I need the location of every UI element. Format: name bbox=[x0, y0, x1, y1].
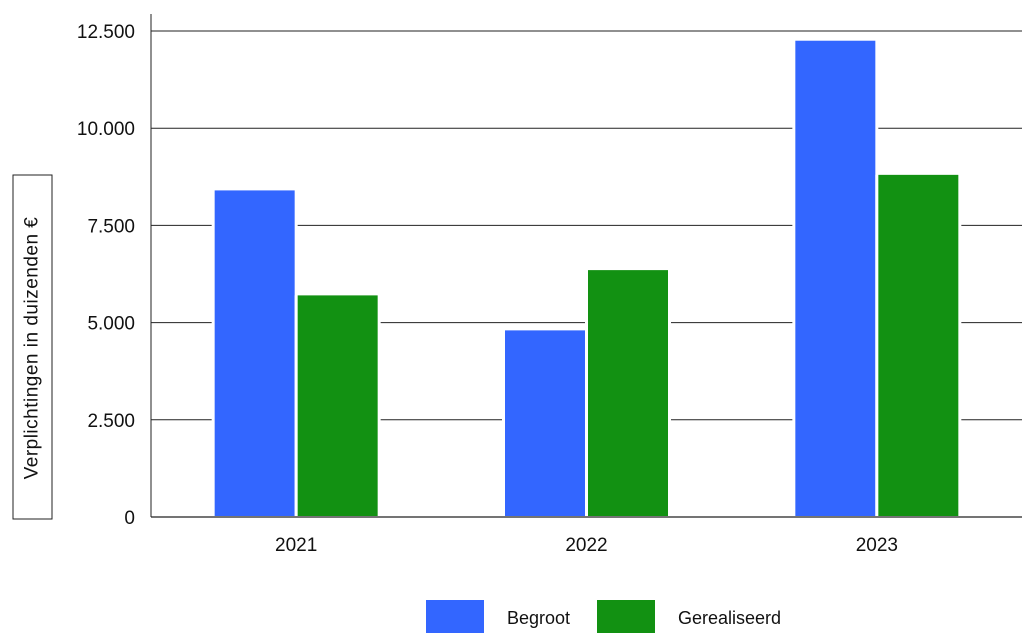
x-tick-label: 2023 bbox=[856, 535, 898, 556]
legend-label-gerealiseerd: Gerealiseerd bbox=[678, 608, 781, 628]
y-tick-label: 5.000 bbox=[87, 314, 135, 335]
bar-begroot-2021 bbox=[214, 190, 295, 516]
x-tick-label: 2022 bbox=[565, 535, 607, 556]
y-tick-label: 2.500 bbox=[87, 411, 135, 432]
y-tick-label: 12.500 bbox=[77, 22, 135, 43]
y-axis-label-box: Verplichtingen in duizenden € bbox=[12, 174, 53, 520]
legend-swatch-begroot bbox=[426, 600, 484, 633]
y-tick-label: 10.000 bbox=[77, 119, 135, 140]
x-tick-label: 2021 bbox=[275, 535, 317, 556]
bars bbox=[211, 40, 962, 517]
bar-gerealiseerd-2023 bbox=[878, 174, 959, 516]
x-tick-labels: 2021 2022 2023 bbox=[275, 535, 898, 556]
y-axis-label: Verplichtingen in duizenden € bbox=[22, 217, 43, 480]
y-axis-label-frame bbox=[12, 174, 53, 520]
y-tick-label: 7.500 bbox=[87, 216, 135, 237]
bar-begroot-2022 bbox=[505, 330, 585, 516]
y-tick-labels: 0 2.500 5.000 7.500 10.000 12.500 bbox=[77, 22, 135, 529]
axes bbox=[150, 14, 1022, 518]
legend-swatch-gerealiseerd bbox=[597, 600, 655, 633]
legend: Begroot Gerealiseerd bbox=[426, 600, 781, 633]
bar-gerealiseerd-2021 bbox=[297, 295, 378, 516]
legend-label-begroot: Begroot bbox=[507, 608, 570, 628]
bar-gerealiseerd-2022 bbox=[588, 270, 668, 516]
bar-begroot-2023 bbox=[795, 40, 876, 516]
y-tick-label: 0 bbox=[124, 508, 135, 529]
